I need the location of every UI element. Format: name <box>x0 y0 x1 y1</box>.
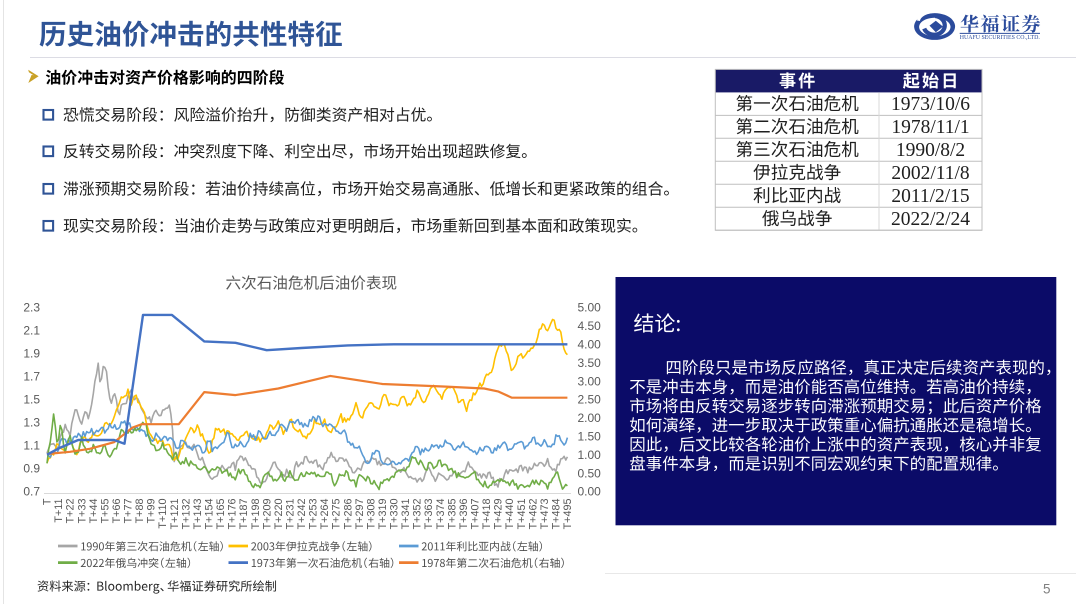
svg-text:2.50: 2.50 <box>578 393 602 407</box>
svg-text:T+88: T+88 <box>134 499 146 524</box>
svg-text:T+33: T+33 <box>76 499 88 524</box>
svg-text:2.1: 2.1 <box>23 324 40 338</box>
svg-text:2011/2/15: 2011/2/15 <box>891 186 969 207</box>
svg-text:T+77: T+77 <box>123 499 135 524</box>
svg-text:T+374: T+374 <box>435 499 447 530</box>
svg-text:1973/10/6: 1973/10/6 <box>891 94 970 115</box>
svg-text:3.50: 3.50 <box>578 356 602 370</box>
svg-text:1.1: 1.1 <box>23 439 40 453</box>
svg-text:T+396: T+396 <box>458 499 470 530</box>
svg-text:2022/2/24: 2022/2/24 <box>891 209 970 230</box>
svg-text:0.00: 0.00 <box>578 485 602 499</box>
svg-text:T+308: T+308 <box>365 499 377 530</box>
svg-text:T+495: T+495 <box>562 499 574 530</box>
svg-text:T+198: T+198 <box>250 499 262 530</box>
svg-text:T+231: T+231 <box>285 499 297 530</box>
svg-text:T+176: T+176 <box>227 499 239 530</box>
svg-text:T+55: T+55 <box>99 499 111 524</box>
svg-text:2.3: 2.3 <box>23 301 40 315</box>
svg-text:5: 5 <box>1043 582 1051 597</box>
svg-text:T+440: T+440 <box>504 499 516 530</box>
svg-text:T+253: T+253 <box>308 499 320 530</box>
svg-text:5.00: 5.00 <box>578 301 602 315</box>
svg-text:2002/11/8: 2002/11/8 <box>891 163 969 184</box>
svg-text:T+110: T+110 <box>157 499 169 529</box>
svg-text:T+242: T+242 <box>296 499 308 530</box>
svg-text:T+319: T+319 <box>377 499 389 530</box>
svg-text:3.00: 3.00 <box>578 374 602 388</box>
svg-text:T+132: T+132 <box>180 499 192 530</box>
svg-text:4.50: 4.50 <box>578 319 602 333</box>
svg-text:T+165: T+165 <box>215 499 227 530</box>
svg-text:1.7: 1.7 <box>23 370 40 384</box>
svg-text:T+407: T+407 <box>470 499 482 530</box>
svg-text:T+275: T+275 <box>331 499 343 530</box>
svg-text:T+143: T+143 <box>192 499 204 530</box>
svg-text:T+286: T+286 <box>342 499 354 530</box>
svg-text:1990/8/2: 1990/8/2 <box>896 140 965 161</box>
svg-text:T+66: T+66 <box>111 499 123 524</box>
svg-text:T+418: T+418 <box>481 499 493 530</box>
svg-text:1.50: 1.50 <box>578 430 602 444</box>
svg-text:1.9: 1.9 <box>23 347 40 361</box>
svg-text:1978/11/1: 1978/11/1 <box>891 117 969 138</box>
svg-text:T+363: T+363 <box>423 499 435 530</box>
svg-text:T+451: T+451 <box>516 499 528 530</box>
svg-text:T+154: T+154 <box>204 499 216 530</box>
svg-text:2.00: 2.00 <box>578 411 602 425</box>
svg-text:T+429: T+429 <box>493 499 505 530</box>
svg-text:T+44: T+44 <box>88 499 100 524</box>
svg-text:T+22: T+22 <box>65 499 77 524</box>
svg-text:4.00: 4.00 <box>578 338 602 352</box>
svg-text:T+341: T+341 <box>400 499 412 530</box>
svg-text:HUAFU SECURITIES CO.,LTD.: HUAFU SECURITIES CO.,LTD. <box>960 35 1040 41</box>
svg-text:0.7: 0.7 <box>23 485 40 499</box>
svg-text:T+473: T+473 <box>539 499 551 530</box>
svg-text:1.5: 1.5 <box>23 393 40 407</box>
svg-text:T+330: T+330 <box>389 499 401 530</box>
svg-text:T+220: T+220 <box>273 499 285 530</box>
svg-text:1.00: 1.00 <box>578 448 602 462</box>
svg-text:T+352: T+352 <box>412 499 424 530</box>
svg-text:T+209: T+209 <box>261 499 273 530</box>
svg-text:T+99: T+99 <box>146 499 158 524</box>
svg-text:T+462: T+462 <box>527 499 539 530</box>
svg-text:0.9: 0.9 <box>23 462 40 476</box>
svg-text:T: T <box>42 498 54 505</box>
svg-text:T+187: T+187 <box>238 499 250 530</box>
svg-text:1.3: 1.3 <box>23 416 40 430</box>
svg-text:T+264: T+264 <box>319 499 331 530</box>
svg-text:T+297: T+297 <box>354 499 366 530</box>
svg-text:0.50: 0.50 <box>578 466 602 480</box>
svg-text:T+484: T+484 <box>551 499 563 530</box>
svg-text:T+121: T+121 <box>169 499 181 530</box>
svg-text:T+11: T+11 <box>53 499 65 523</box>
svg-text:T+385: T+385 <box>446 499 458 530</box>
